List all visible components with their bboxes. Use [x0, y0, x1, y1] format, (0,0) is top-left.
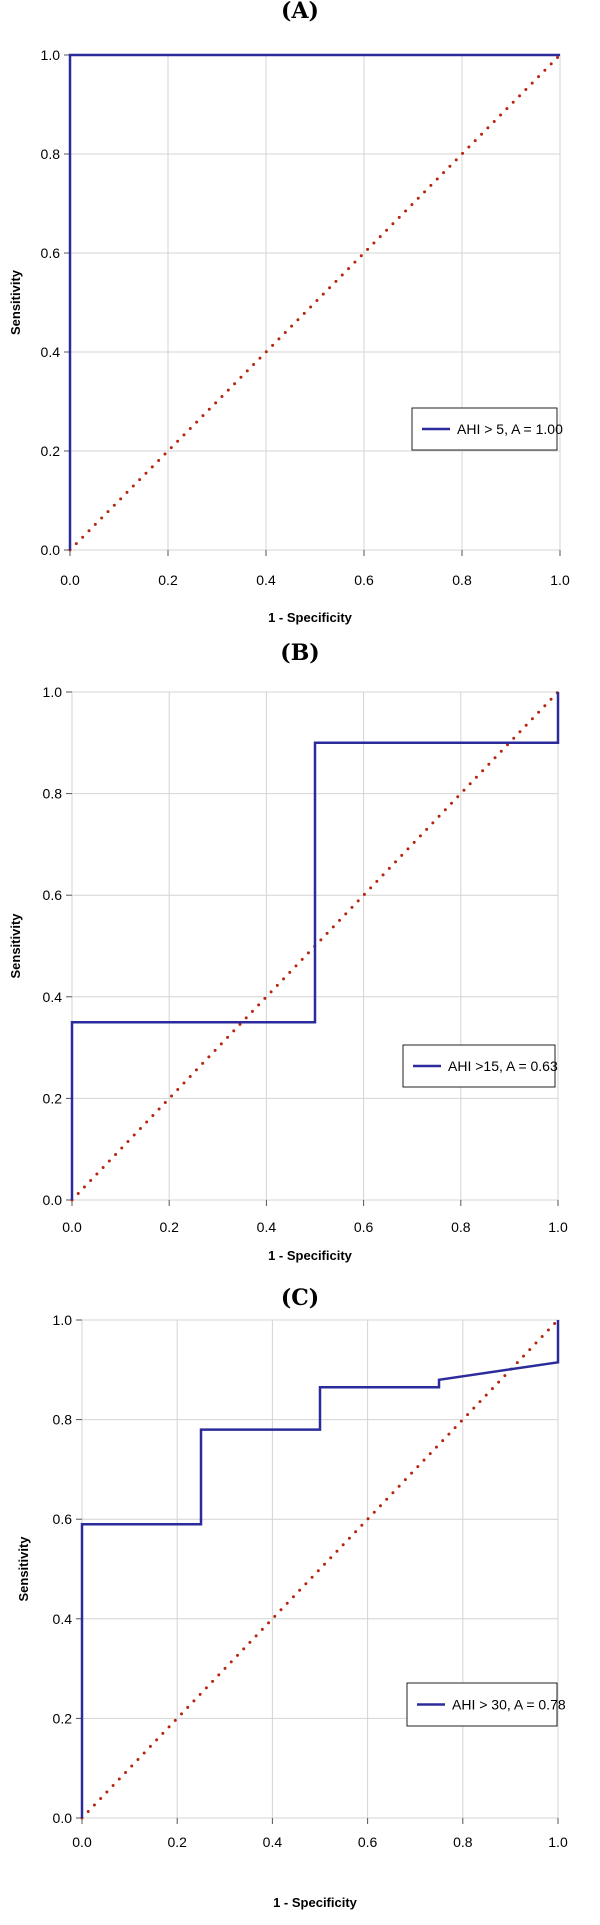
x-tick-label: 0.8 — [451, 1219, 471, 1235]
roc-curve-line — [80, 1320, 560, 1818]
y-tick-label: 0.8 — [43, 786, 63, 802]
y-tick-label: 0.4 — [43, 989, 63, 1005]
y-tick-label: 0.6 — [43, 887, 63, 903]
x-tick-label: 0.6 — [358, 1834, 378, 1850]
roc-chart-c: 0.0 0.2 0.4 0.6 0.8 1.0 0.0 0.2 0.4 0.6 0.8 1.0 1 - … — [16, 1312, 568, 1910]
y-tick-label: 0.2 — [53, 1710, 73, 1726]
y-tick-label: 0.6 — [53, 1511, 73, 1527]
y-tick-label: 0.8 — [41, 146, 61, 162]
legend-label: AHI > 5, A = 1.00 — [457, 421, 563, 437]
x-axis-title: 1 - Specificity — [273, 1895, 358, 1910]
legend-box — [402, 1044, 556, 1088]
x-tick-label: 0.2 — [158, 572, 178, 588]
x-axis-title: 1 - Specificity — [268, 1248, 353, 1263]
y-tick-label: 1.0 — [43, 684, 63, 700]
x-tick-label: 0.4 — [257, 1219, 277, 1235]
y-tick-label: 0.6 — [41, 245, 61, 261]
roc-chart-a: 0.0 0.2 0.4 0.6 0.8 1.0 0.0 0.2 0.4 0.6 0.8 1.0 1 - … — [8, 47, 570, 625]
y-axis-title: Sensitivity — [8, 269, 23, 335]
panel-c: (C) 0.0 0.2 0.4 0.6 0.8 1.0 0.0 0.2 0.4 0.6 0.8 1.0… — [0, 1280, 600, 1925]
plot-area — [69, 54, 561, 551]
x-tick-label: 0.0 — [72, 1834, 92, 1850]
x-tick-label: 1.0 — [550, 572, 570, 588]
x-tick-label: 0.0 — [60, 572, 80, 588]
y-tick-label: 0.0 — [53, 1810, 73, 1826]
legend-label: AHI > 30, A = 0.78 — [452, 1697, 566, 1713]
y-axis-title: Sensitivity — [16, 1536, 31, 1602]
panel-label-b: (B) — [280, 640, 320, 666]
panel-b: (B) 0.0 0.2 0.4 0.6 0.8 1.0 0.0 0.2 0.4 0.6 0.8 1.0… — [0, 640, 600, 1280]
x-tick-label: 0.8 — [453, 1834, 473, 1850]
x-tick-label: 0.6 — [354, 572, 374, 588]
x-tick-label: 0.8 — [452, 572, 472, 588]
y-tick-label: 0.4 — [41, 344, 61, 360]
roc-curve-line — [70, 692, 560, 1200]
y-tick-label: 0.2 — [41, 443, 61, 459]
x-axis-title: 1 - Specificity — [268, 610, 353, 625]
panel-a: (A) 0.0 0.2 0.4 0.6 0.8 1.0 0.0 0.2 0.4 0.6 0.8 1.0… — [0, 0, 600, 640]
x-tick-label: 0.4 — [263, 1834, 283, 1850]
y-tick-label: 1.0 — [41, 47, 61, 63]
reference-diagonal-line — [68, 53, 562, 552]
panel-label-a: (A) — [281, 0, 319, 24]
x-tick-label: 1.0 — [548, 1834, 568, 1850]
y-tick-label: 0.4 — [53, 1611, 73, 1627]
y-tick-label: 1.0 — [53, 1312, 73, 1328]
y-tick-label: 0.0 — [43, 1192, 63, 1208]
roc-chart-b: 0.0 0.2 0.4 0.6 0.8 1.0 0.0 0.2 0.4 0.6 0.8 1.0 1 - … — [8, 684, 568, 1263]
roc-curve-line — [68, 53, 560, 550]
x-tick-label: 0.2 — [159, 1219, 179, 1235]
x-tick-label: 1.0 — [548, 1219, 568, 1235]
x-tick-label: 0.2 — [167, 1834, 187, 1850]
x-tick-label: 0.4 — [256, 572, 276, 588]
y-axis-title: Sensitivity — [8, 913, 23, 979]
x-tick-label: 0.6 — [354, 1219, 374, 1235]
legend-label: AHI >15, A = 0.63 — [448, 1058, 558, 1074]
y-tick-label: 0.2 — [43, 1090, 63, 1106]
y-tick-label: 0.0 — [41, 542, 61, 558]
y-tick-label: 0.8 — [53, 1412, 73, 1428]
panel-label-c: (C) — [280, 1285, 320, 1311]
x-tick-label: 0.0 — [62, 1219, 82, 1235]
